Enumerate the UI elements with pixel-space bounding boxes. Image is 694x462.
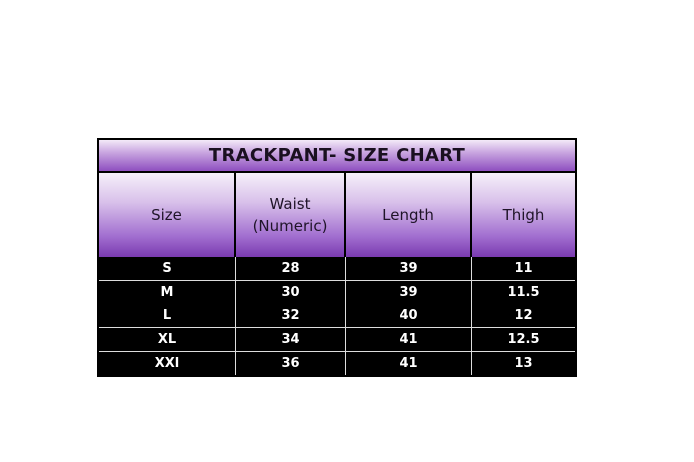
cell-size: XL bbox=[99, 328, 236, 351]
cell-length: 39 bbox=[346, 281, 472, 304]
cell-waist: 32 bbox=[236, 304, 346, 327]
table-row: L 32 40 12 bbox=[99, 304, 575, 328]
table-row: S 28 39 11 bbox=[99, 257, 575, 281]
cell-length: 39 bbox=[346, 257, 472, 280]
header-thigh: Thigh bbox=[472, 173, 575, 257]
size-chart-table: TRACKPANT- SIZE CHART Size Waist (Numeri… bbox=[97, 138, 577, 377]
cell-thigh: 11.5 bbox=[507, 285, 540, 300]
cell-size: L bbox=[99, 304, 236, 327]
cell-waist: 34 bbox=[236, 328, 346, 351]
table-title: TRACKPANT- SIZE CHART bbox=[99, 140, 575, 173]
header-row: Size Waist (Numeric) Length Thigh bbox=[99, 173, 575, 257]
cell-thigh: 12.5 bbox=[507, 332, 540, 347]
table-row: XXl 36 41 13 bbox=[99, 352, 575, 375]
cell-thigh: 13 bbox=[514, 356, 533, 371]
table-row: M 30 39 11.5 bbox=[99, 281, 575, 304]
header-length: Length bbox=[346, 173, 472, 257]
cell-thigh: 12 bbox=[514, 308, 533, 323]
cell-length: 40 bbox=[346, 304, 472, 327]
cell-length: 41 bbox=[346, 328, 472, 351]
cell-size: S bbox=[99, 257, 236, 280]
cell-thigh: 11 bbox=[514, 261, 533, 276]
header-waist: Waist (Numeric) bbox=[236, 173, 346, 257]
cell-waist: 36 bbox=[236, 352, 346, 375]
table-row: XL 34 41 12.5 bbox=[99, 328, 575, 352]
cell-length: 41 bbox=[346, 352, 472, 375]
cell-waist: 28 bbox=[236, 257, 346, 280]
cell-size: XXl bbox=[99, 352, 236, 375]
cell-size: M bbox=[99, 281, 236, 304]
cell-waist: 30 bbox=[236, 281, 346, 304]
header-size: Size bbox=[99, 173, 236, 257]
